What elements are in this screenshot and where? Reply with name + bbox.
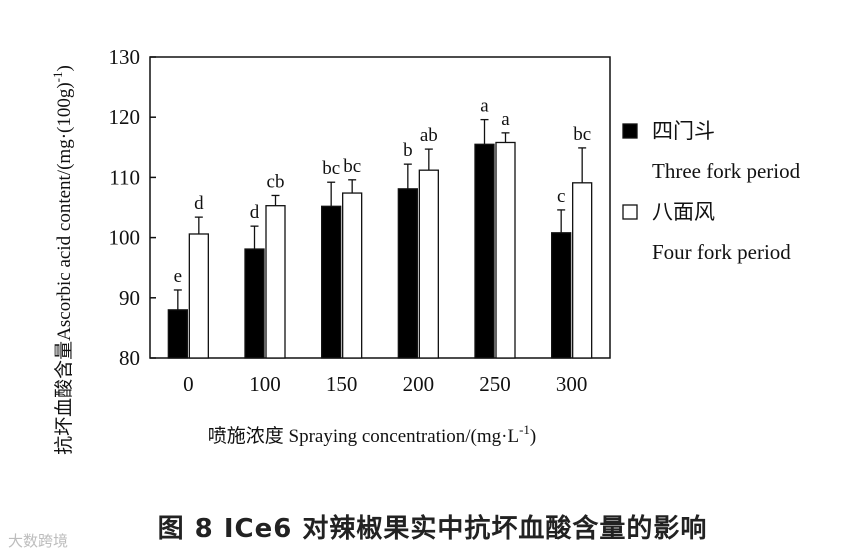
significance-label: bc	[343, 156, 361, 177]
plot-frame	[149, 56, 611, 359]
significance-label: d	[194, 193, 204, 214]
y-tick-label: 90	[119, 286, 140, 310]
x-tick-label: 100	[249, 372, 281, 396]
y-tick-label: 100	[109, 226, 141, 250]
x-tick-label: 300	[556, 372, 588, 396]
significance-label: ab	[420, 125, 438, 146]
y-tick-label: 130	[109, 45, 141, 69]
chart-legend: 四门斗 Three fork period 八面风 Four fork period	[622, 119, 801, 264]
bar	[167, 309, 188, 359]
significance-label: a	[501, 109, 510, 130]
legend-name-cn: 四门斗	[652, 119, 715, 143]
y-tick-label: 120	[109, 105, 141, 129]
chart-axes: 80 90 100 110 120 130 0 100 150 200 250 300	[109, 45, 611, 396]
x-axis-label-main: 喷施浓度 Spraying concentration/(mg·L	[208, 425, 519, 447]
bar	[342, 192, 363, 359]
y-axis-label-sup: -1	[50, 71, 65, 82]
legend-name-cn: 八面风	[652, 200, 715, 224]
x-axis-label-close: )	[530, 426, 536, 447]
x-tick-label: 250	[479, 372, 511, 396]
bar	[244, 248, 265, 359]
bar	[321, 205, 342, 359]
x-axis-label: 喷施浓度 Spraying concentration/(mg·L-1)	[208, 422, 537, 447]
bar	[265, 205, 286, 359]
legend-name-en: Four fork period	[652, 240, 791, 264]
significance-label: a	[480, 96, 489, 117]
y-axis-label-close: )	[54, 65, 75, 71]
significance-label: e	[174, 266, 182, 287]
bar	[397, 188, 418, 359]
bar	[495, 141, 516, 359]
y-tick-label: 110	[109, 165, 140, 189]
legend-swatch	[622, 204, 638, 220]
bar	[474, 143, 495, 359]
bar	[188, 233, 209, 359]
legend-name-en: Three fork period	[652, 159, 801, 183]
y-axis-label-en: Ascorbic acid content/(mg·(100g)	[54, 82, 75, 341]
y-tick-label: 80	[119, 346, 140, 370]
significance-label: cb	[267, 171, 285, 192]
y-axis-label: 抗坏血酸含量Ascorbic acid content/(mg·(100g)-1…	[50, 65, 75, 455]
bar	[572, 182, 593, 359]
significance-label: c	[557, 186, 565, 207]
y-axis-label-cn: 抗坏血酸含量	[53, 341, 75, 455]
x-axis-label-sup: -1	[519, 422, 530, 437]
bar	[418, 169, 439, 359]
significance-label: b	[403, 140, 413, 161]
x-tick-label: 0	[183, 372, 194, 396]
significance-label: bc	[573, 124, 591, 145]
x-tick-label: 200	[403, 372, 435, 396]
legend-swatch	[622, 123, 638, 139]
significance-label: d	[250, 202, 260, 223]
figure-caption: 图 8 ICe6 对辣椒果实中抗坏血酸含量的影响	[157, 514, 708, 544]
watermark: 大数跨境	[8, 532, 69, 550]
bar	[551, 232, 572, 359]
significance-label: bc	[322, 158, 340, 179]
x-tick-label: 150	[326, 372, 358, 396]
